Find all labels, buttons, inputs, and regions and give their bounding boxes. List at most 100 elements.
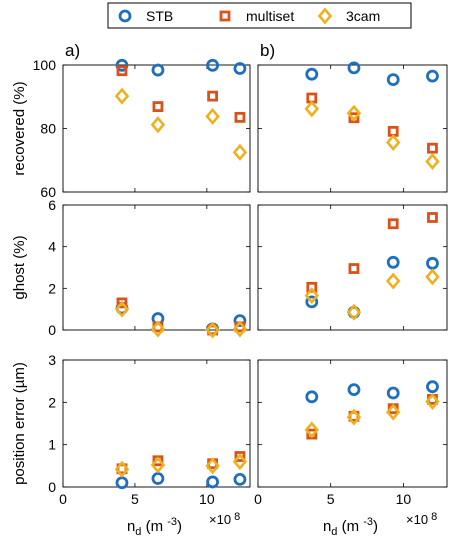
x-axis-label: nd (m -3) bbox=[323, 516, 378, 538]
y-axis-label-position-error-m: position error (µm) bbox=[11, 362, 28, 485]
data-point-multiset bbox=[306, 281, 318, 293]
x-tick-label: 5 bbox=[327, 491, 335, 507]
data-point-multiset bbox=[427, 142, 438, 154]
data-point-multiset bbox=[427, 212, 438, 223]
x-multiplier: ×10 8 bbox=[209, 511, 240, 527]
data-point-stb bbox=[206, 58, 220, 72]
series-3cam bbox=[114, 300, 248, 339]
data-point-stb bbox=[305, 295, 319, 309]
x-tick-label: 5 bbox=[131, 491, 139, 507]
panel-r0-c1 bbox=[257, 61, 448, 193]
data-point-3cam bbox=[232, 453, 248, 471]
data-point-stb bbox=[347, 383, 361, 397]
series-3cam bbox=[304, 100, 440, 171]
series-3cam bbox=[114, 453, 248, 478]
data-point-stb bbox=[233, 472, 247, 486]
data-point-multiset bbox=[234, 111, 246, 123]
data-point-3cam bbox=[150, 320, 166, 338]
data-point-3cam bbox=[150, 456, 166, 474]
panel-r1-c0: 0 2 4 6 bbox=[48, 197, 251, 339]
panel-r2-c1: 0 5 10 bbox=[254, 359, 448, 507]
y-tick-label: 1 bbox=[48, 437, 56, 453]
data-point-3cam bbox=[425, 153, 440, 171]
y-tick-label: 2 bbox=[48, 280, 56, 296]
data-point-stb bbox=[347, 61, 361, 75]
series-3cam bbox=[304, 392, 440, 439]
series-3cam bbox=[304, 268, 440, 321]
data-point-3cam bbox=[114, 300, 130, 318]
data-point-stb bbox=[386, 73, 400, 87]
y-tick-label: 2 bbox=[48, 394, 56, 410]
data-point-multiset bbox=[207, 90, 219, 102]
data-point-3cam bbox=[304, 421, 320, 439]
data-point-3cam bbox=[385, 133, 401, 151]
series-multiset bbox=[306, 212, 438, 293]
data-point-3cam bbox=[205, 321, 220, 339]
panel-label-b: b) bbox=[260, 41, 275, 60]
legend-label-3cam: 3cam bbox=[346, 8, 380, 24]
panel-frame bbox=[62, 359, 251, 488]
data-point-3cam bbox=[114, 87, 130, 105]
panel-r1-c1 bbox=[257, 204, 448, 331]
data-point-3cam bbox=[425, 392, 440, 410]
y-tick-label: 0 bbox=[48, 479, 56, 495]
series-stb bbox=[305, 380, 439, 404]
data-point-3cam bbox=[232, 320, 248, 338]
data-point-3cam bbox=[205, 457, 220, 475]
y-tick-label: 3 bbox=[48, 352, 56, 368]
y-tick-label: 6 bbox=[48, 197, 56, 213]
panel-r0-c0: 60 80 100 bbox=[33, 57, 251, 200]
y-axis-label-ghost: ghost (%) bbox=[11, 235, 28, 299]
data-point-3cam bbox=[385, 272, 401, 290]
data-point-stb bbox=[426, 69, 439, 83]
data-point-3cam bbox=[425, 268, 440, 286]
legend-label-stb: STB bbox=[146, 8, 173, 24]
legend-marker-3cam bbox=[317, 7, 333, 25]
series-3cam bbox=[114, 87, 248, 161]
data-point-3cam bbox=[346, 408, 362, 426]
x-tick-label: 10 bbox=[199, 491, 215, 507]
data-point-stb bbox=[151, 63, 165, 77]
data-point-3cam bbox=[205, 107, 220, 125]
data-point-multiset bbox=[116, 65, 128, 77]
data-point-3cam bbox=[304, 100, 320, 118]
data-point-stb bbox=[426, 380, 439, 394]
x-tick-label: 10 bbox=[396, 491, 412, 507]
y-tick-label: 100 bbox=[33, 57, 57, 73]
legend-marker-multiset bbox=[219, 10, 231, 22]
legend-marker-stb bbox=[118, 9, 132, 23]
data-point-stb bbox=[305, 67, 319, 81]
y-axis-label-recovered: recovered (%) bbox=[11, 81, 28, 175]
data-point-3cam bbox=[150, 116, 166, 134]
data-point-stb bbox=[386, 255, 400, 269]
data-point-stb bbox=[206, 475, 220, 489]
data-point-3cam bbox=[232, 143, 248, 161]
data-point-3cam bbox=[114, 460, 130, 478]
series-stb bbox=[115, 472, 247, 490]
data-point-stb bbox=[115, 476, 129, 490]
data-point-3cam bbox=[385, 403, 401, 421]
legend-label-multiset: multiset bbox=[246, 8, 294, 24]
panel-label-a: a) bbox=[65, 41, 80, 60]
data-point-stb bbox=[233, 314, 247, 328]
legend-box bbox=[107, 2, 412, 29]
legend: STB multiset 3cam bbox=[107, 2, 412, 29]
labels: a) nd (m -3) ×10 8 b) nd (m -3) ×10 8 recovered … bbox=[11, 41, 437, 538]
data-point-3cam bbox=[304, 287, 320, 305]
series-stb bbox=[305, 61, 439, 87]
data-point-stb bbox=[386, 386, 400, 400]
data-point-multiset bbox=[348, 263, 360, 274]
y-tick-label: 4 bbox=[48, 239, 56, 255]
x-tick-label: 0 bbox=[59, 491, 67, 507]
x-multiplier: ×10 8 bbox=[406, 511, 437, 527]
panel-r2-c0: 0 5 10 0 1 2 3 bbox=[48, 352, 251, 507]
x-tick-label: 0 bbox=[254, 491, 262, 507]
data-point-stb bbox=[151, 472, 165, 485]
x-axis-label: nd (m -3) bbox=[127, 516, 182, 538]
data-point-multiset bbox=[387, 218, 399, 230]
y-tick-label: 0 bbox=[48, 322, 56, 338]
data-point-multiset bbox=[234, 451, 246, 462]
